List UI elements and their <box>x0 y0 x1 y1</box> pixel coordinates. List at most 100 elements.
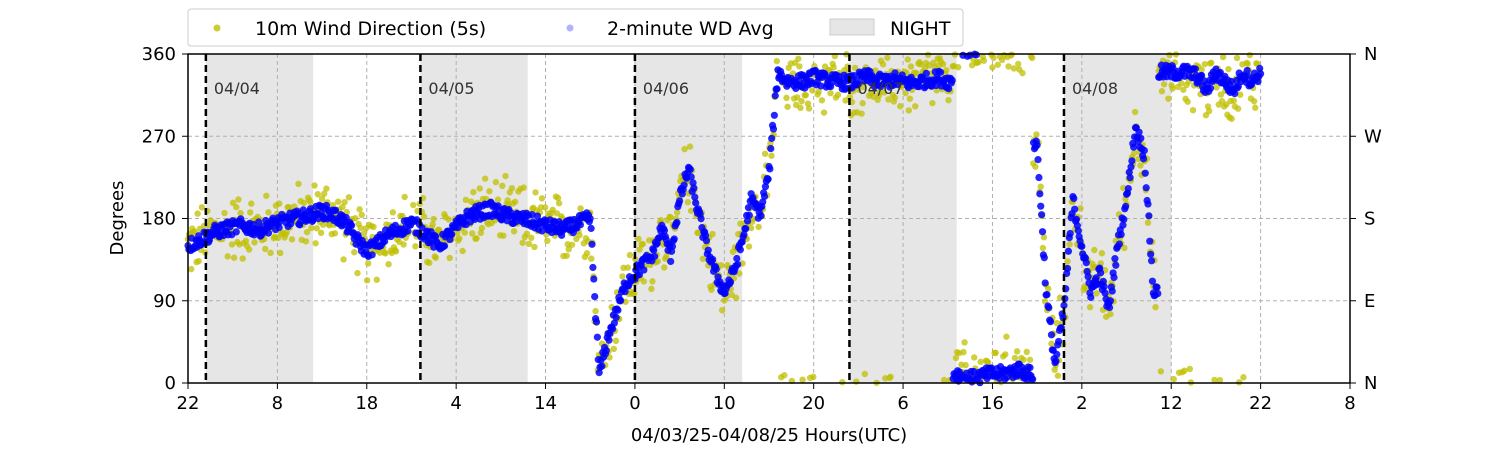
wd5s-point-571 <box>797 104 804 112</box>
wd-avg-point-996 <box>1074 227 1082 235</box>
wd5s-point-333 <box>541 204 549 211</box>
wd-avg-point-1127 <box>1191 65 1199 73</box>
wd-avg-point-246 <box>404 227 412 235</box>
x-tick-label-12: 22 <box>1249 393 1272 414</box>
wd5s-point-265 <box>469 230 476 237</box>
x-tick-label-3: 4 <box>450 393 461 414</box>
wd5s-point-845 <box>1091 246 1098 254</box>
wd5s-point-570 <box>796 63 803 70</box>
wd5s-point-228 <box>429 221 436 228</box>
wd-avg-point-1007 <box>1084 273 1092 281</box>
wd5s-point-979 <box>1234 105 1242 112</box>
wd5s-point-610 <box>839 378 846 386</box>
wd5s-point-954 <box>1208 59 1215 66</box>
wd5s-point-110 <box>302 238 310 245</box>
wd5s-point-558 <box>783 94 790 102</box>
wd5s-point-970 <box>1225 65 1232 73</box>
wd5s-point-928 <box>1180 86 1187 93</box>
wd-avg-point-1134 <box>1198 71 1206 80</box>
legend-label-night: NIGHT <box>890 18 951 40</box>
wd5s-point-287 <box>492 178 500 186</box>
day-marker-label-4: 04/08 <box>1072 79 1118 98</box>
wd5s-point-353 <box>563 252 570 259</box>
wd5s-point-664 <box>897 103 904 110</box>
wd-avg-point-794 <box>894 81 902 89</box>
wd-avg-point-475 <box>608 325 617 333</box>
wd5s-point-316 <box>523 230 531 237</box>
wd5s-point-902 <box>1152 303 1159 311</box>
x-tick-label-0: 22 <box>177 393 200 414</box>
x-tick-label-5: 0 <box>629 393 640 414</box>
wd5s-point-655 <box>887 373 894 381</box>
wd-avg-point-1076 <box>1146 237 1154 245</box>
wd-avg-point-1075 <box>1145 212 1153 220</box>
wd5s-point-210 <box>410 201 417 209</box>
wd5s-point-763 <box>1003 333 1010 340</box>
wd-avg-point-994 <box>1072 215 1081 223</box>
wd5s-point-778 <box>1019 69 1026 77</box>
wd5s-point-176 <box>373 276 380 283</box>
wd5s-point-737 <box>975 58 982 66</box>
wd5s-point-588 <box>815 88 822 95</box>
wd-avg-point-458 <box>593 333 601 341</box>
wd5s-point-709 <box>945 97 952 104</box>
wd5s-point-948 <box>1201 60 1209 68</box>
wd5s-point-119 <box>312 240 319 247</box>
wd5s-point-312 <box>519 239 526 246</box>
wd-avg-point-1167 <box>1227 77 1235 85</box>
wd-avg-point-1055 <box>1127 163 1135 171</box>
wd5s-point-424 <box>639 240 646 248</box>
wd5s-point-623 <box>853 378 860 385</box>
wd5s-point-9 <box>194 210 201 217</box>
wd5s-point-410 <box>624 264 631 271</box>
wd-avg-point-1005 <box>1082 259 1090 267</box>
wd5s-point-852 <box>1098 250 1106 257</box>
wd-avg-point-1071 <box>1141 169 1149 177</box>
wd5s-point-161 <box>357 224 364 232</box>
x-tick-label-11: 12 <box>1160 393 1183 414</box>
wd5s-point-498 <box>718 307 726 314</box>
wd-avg-point-302 <box>454 224 462 232</box>
wd5s-point-569 <box>795 55 802 62</box>
wd5s-point-62 <box>251 239 258 246</box>
wd5s-point-120 <box>313 224 320 232</box>
wd-avg-point-916 <box>1003 373 1011 382</box>
wd5s-point-318 <box>525 240 533 248</box>
wd5s-point-583 <box>810 373 817 381</box>
wd-avg-point-972 <box>1053 350 1061 359</box>
wd-avg-point-1199 <box>1256 64 1264 73</box>
wd5s-point-115 <box>308 224 315 232</box>
wd5s-point-476 <box>695 229 702 237</box>
wd-avg-point-533 <box>660 227 669 235</box>
wd5s-point-358 <box>568 241 576 248</box>
wd-avg-point-1085 <box>1154 289 1162 298</box>
wd5s-point-773 <box>1013 348 1021 355</box>
wd5s-point-579 <box>805 105 813 112</box>
wd-avg-point-614 <box>733 254 741 263</box>
wd5s-point-253 <box>456 235 463 242</box>
wd5s-point-425 <box>640 278 648 285</box>
wd5s-point-59 <box>248 200 255 207</box>
wd-avg-point-618 <box>736 246 744 254</box>
wd-avg-point-1077 <box>1147 250 1155 258</box>
wd-avg-point-165 <box>331 206 340 214</box>
wd5s-point-405 <box>619 273 626 280</box>
y2-tick-label-4: N <box>1364 44 1377 65</box>
day-marker-label-3: 04/07 <box>857 79 903 98</box>
wd5s-point-556 <box>781 372 788 379</box>
wd5s-point-168 <box>364 260 372 267</box>
wd-avg-point-971 <box>1052 357 1060 365</box>
wd5s-point-914 <box>1165 95 1172 102</box>
x-tick-label-8: 6 <box>897 393 908 414</box>
x-tick-label-9: 16 <box>981 393 1004 414</box>
wd-avg-point-952 <box>1035 173 1043 182</box>
legend-label-wd5s: 10m Wind Direction (5s) <box>255 18 486 40</box>
y-axis-title: Degrees <box>107 181 128 256</box>
wd5s-point-802 <box>1045 285 1052 292</box>
wd-avg-point-79 <box>255 218 263 226</box>
wd5s-point-126 <box>319 221 327 228</box>
wd5s-point-201 <box>400 241 407 248</box>
legend-frame <box>187 8 964 47</box>
wd-avg-point-1052 <box>1124 184 1132 193</box>
wd5s-point-346 <box>555 200 563 207</box>
